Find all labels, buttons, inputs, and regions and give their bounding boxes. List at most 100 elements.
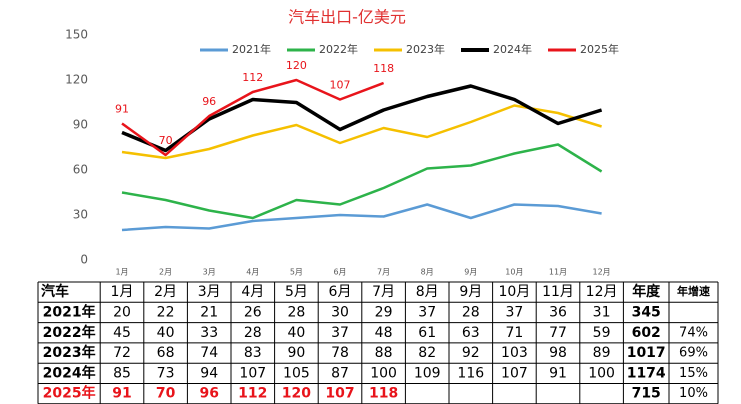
table-cell: 26 (244, 304, 262, 320)
table-cell: 74 (200, 345, 218, 361)
x-tick-label: 8月 (421, 268, 434, 277)
y-tick-label: 150 (65, 28, 88, 42)
y-tick-label: 120 (65, 73, 88, 87)
table-total: 715 (632, 386, 661, 402)
table-cell: 22 (157, 304, 175, 320)
table-cell: 37 (505, 304, 523, 320)
table-cell: 40 (157, 325, 175, 341)
data-label: 96 (202, 95, 216, 108)
table-cell: 45 (113, 325, 131, 341)
series-line (121, 104, 602, 160)
table-growth: 69% (679, 346, 708, 361)
table-cell: 107 (325, 386, 354, 402)
table-cell: 48 (375, 325, 393, 341)
series-line (121, 143, 603, 220)
table-total: 602 (632, 325, 661, 341)
series-line (121, 84, 603, 153)
table-cell: 82 (418, 345, 436, 361)
data-label: 70 (159, 134, 173, 147)
table-row-label: 2023年 (43, 344, 96, 361)
data-label: 118 (373, 62, 394, 75)
table-cell: 116 (457, 365, 484, 381)
table-header: 年增速 (677, 284, 710, 298)
chart-title: 汽车出口-亿美元 (288, 8, 406, 27)
table-row-label: 2024年 (43, 364, 96, 381)
table-cell: 90 (287, 345, 305, 361)
x-tick-label: 12月 (593, 268, 611, 277)
table-cell: 59 (593, 325, 611, 341)
table-cell: 70 (156, 386, 176, 402)
table-header: 2月 (154, 284, 177, 300)
table-cell: 28 (244, 325, 262, 341)
table-row-label: 2025年 (43, 385, 96, 402)
table-total: 1174 (627, 365, 666, 381)
legend-label: 2024年 (493, 42, 532, 56)
table-header: 6月 (329, 284, 352, 300)
table-header: 4月 (241, 284, 264, 300)
table-cell: 105 (283, 365, 310, 381)
table-cell: 21 (200, 304, 218, 320)
table-growth: 10% (679, 386, 708, 401)
x-tick-label: 5月 (290, 268, 303, 277)
table-cell: 28 (462, 304, 480, 320)
series-line (121, 78, 385, 157)
y-tick-label: 60 (73, 163, 88, 177)
table-cell: 77 (549, 325, 567, 341)
table-total: 1017 (627, 345, 666, 361)
table-cell: 100 (588, 365, 615, 381)
table-cell: 103 (501, 345, 528, 361)
table-cell: 89 (593, 345, 611, 361)
legend-label: 2022年 (319, 42, 358, 56)
table-cell: 28 (287, 304, 305, 320)
y-tick-label: 0 (80, 253, 88, 267)
x-tick-label: 2月 (159, 268, 172, 277)
table-cell: 85 (113, 365, 131, 381)
table-cell: 37 (418, 304, 436, 320)
legend-label: 2025年 (580, 42, 619, 56)
table-cell: 36 (549, 304, 567, 320)
table-cell: 37 (331, 325, 349, 341)
table-cell: 29 (375, 304, 393, 320)
table-cell: 83 (244, 345, 262, 361)
data-label: 107 (330, 79, 351, 92)
table-cell: 73 (157, 365, 175, 381)
table-cell: 88 (375, 345, 393, 361)
table-header: 年度 (632, 283, 661, 300)
table-cell: 91 (549, 365, 567, 381)
table-cell: 120 (282, 386, 311, 402)
table-cell: 107 (239, 365, 266, 381)
table-cell: 112 (238, 386, 267, 402)
table-header: 5月 (285, 284, 308, 300)
table-header: 汽车 (41, 283, 69, 300)
y-tick-label: 30 (73, 208, 88, 222)
table-row-label: 2022年 (43, 324, 96, 341)
table-cell: 31 (593, 304, 611, 320)
table-cell: 78 (331, 345, 349, 361)
table-cell: 30 (331, 304, 349, 320)
legend-label: 2023年 (406, 42, 445, 56)
x-tick-label: 6月 (333, 268, 346, 277)
data-label: 91 (115, 103, 129, 116)
table-cell: 118 (369, 386, 398, 402)
table-header: 3月 (198, 284, 221, 300)
table-total: 345 (632, 304, 661, 320)
table-cell: 71 (505, 325, 523, 341)
data-label: 120 (286, 59, 307, 72)
table-cell: 92 (462, 345, 480, 361)
legend-label: 2021年 (232, 42, 271, 56)
table-cell: 100 (370, 365, 397, 381)
table-cell: 109 (414, 365, 441, 381)
table-header: 9月 (459, 284, 482, 300)
table-header: 8月 (416, 284, 439, 300)
table-cell: 87 (331, 365, 349, 381)
table-growth: 74% (679, 325, 708, 340)
x-tick-label: 3月 (203, 268, 216, 277)
table-row-label: 2021年 (43, 303, 96, 320)
table-cell: 107 (501, 365, 528, 381)
y-tick-label: 90 (73, 118, 88, 132)
table-cell: 68 (157, 345, 175, 361)
table-cell: 61 (418, 325, 436, 341)
table-cell: 72 (113, 345, 131, 361)
table-header: 7月 (372, 284, 395, 300)
